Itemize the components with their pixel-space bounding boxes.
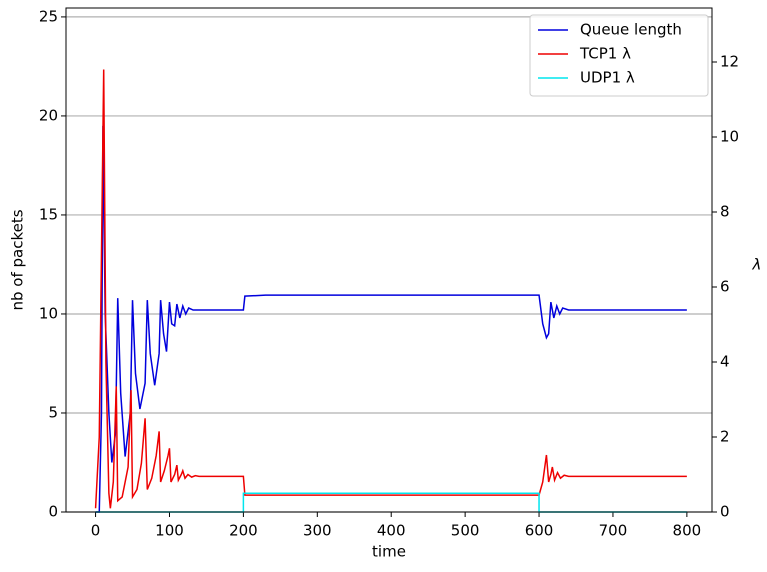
line-series xyxy=(95,492,687,513)
x-tick-label: 600 xyxy=(525,522,554,540)
x-tick-label: 0 xyxy=(91,522,101,540)
y-tick-label: 20 xyxy=(39,106,58,124)
x-tick-label: 100 xyxy=(155,522,184,540)
plot-frame xyxy=(65,7,713,513)
legend-label: UDP1 λ xyxy=(580,69,635,87)
line-series xyxy=(94,69,687,509)
line-series xyxy=(95,125,687,513)
legend-box xyxy=(529,14,709,97)
legend-label: Queue length xyxy=(580,21,682,39)
y-tick-label: 10 xyxy=(39,304,58,322)
y2-tick-label: 12 xyxy=(720,53,739,71)
x-axis-label: time xyxy=(372,543,406,561)
y-tick-label: 5 xyxy=(48,403,58,421)
x-tick-label: 500 xyxy=(451,522,480,540)
y2-tick-label: 8 xyxy=(720,203,730,221)
y2-tick-label: 0 xyxy=(720,503,730,521)
y2-tick-label: 2 xyxy=(720,428,730,446)
y2-axis-label: λ xyxy=(752,256,762,274)
x-tick-label: 800 xyxy=(673,522,702,540)
x-tick-label: 300 xyxy=(303,522,332,540)
y-axis-label: nb of packets xyxy=(9,209,27,310)
y-tick-label: 0 xyxy=(48,503,58,521)
y2-tick-label: 4 xyxy=(720,353,730,371)
x-tick-label: 200 xyxy=(229,522,258,540)
y-tick-label: 15 xyxy=(39,205,58,223)
x-tick-label: 400 xyxy=(377,522,406,540)
x-tick-label: 700 xyxy=(599,522,628,540)
y2-tick-label: 10 xyxy=(720,128,739,146)
legend-label: TCP1 λ xyxy=(579,45,631,63)
y-tick-label: 25 xyxy=(39,7,58,25)
y2-tick-label: 6 xyxy=(720,278,730,296)
